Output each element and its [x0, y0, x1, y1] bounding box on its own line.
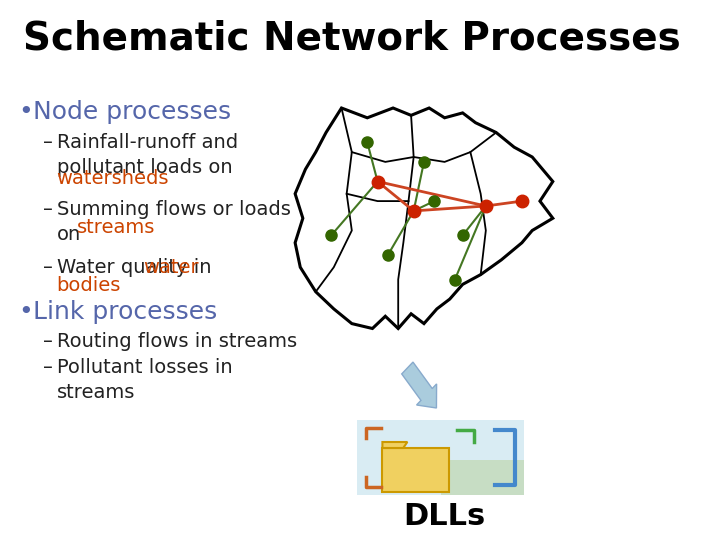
- Text: DLLs: DLLs: [403, 502, 485, 531]
- Text: streams: streams: [77, 218, 156, 237]
- Text: –: –: [43, 258, 53, 277]
- Text: Rainfall-runoff and
pollutant loads on: Rainfall-runoff and pollutant loads on: [57, 133, 238, 177]
- Text: Routing flows in streams: Routing flows in streams: [57, 332, 297, 351]
- Text: water: water: [143, 258, 199, 277]
- Text: Link processes: Link processes: [33, 300, 217, 324]
- Text: •: •: [18, 100, 33, 124]
- Text: –: –: [43, 133, 53, 152]
- Text: Node processes: Node processes: [33, 100, 231, 124]
- Polygon shape: [382, 448, 449, 492]
- Text: Pollutant losses in
streams: Pollutant losses in streams: [57, 358, 232, 402]
- FancyBboxPatch shape: [357, 420, 523, 495]
- Polygon shape: [441, 460, 523, 495]
- Text: –: –: [43, 200, 53, 219]
- Text: Schematic Network Processes: Schematic Network Processes: [23, 20, 681, 58]
- Text: –: –: [43, 332, 53, 351]
- Text: bodies: bodies: [57, 276, 121, 295]
- Text: •: •: [18, 300, 33, 324]
- Text: Summing flows or loads
on: Summing flows or loads on: [57, 200, 290, 244]
- FancyArrow shape: [402, 362, 436, 408]
- Polygon shape: [382, 442, 408, 448]
- Text: watersheds: watersheds: [57, 169, 169, 188]
- Text: –: –: [43, 358, 53, 377]
- Text: Water quality in: Water quality in: [57, 258, 211, 277]
